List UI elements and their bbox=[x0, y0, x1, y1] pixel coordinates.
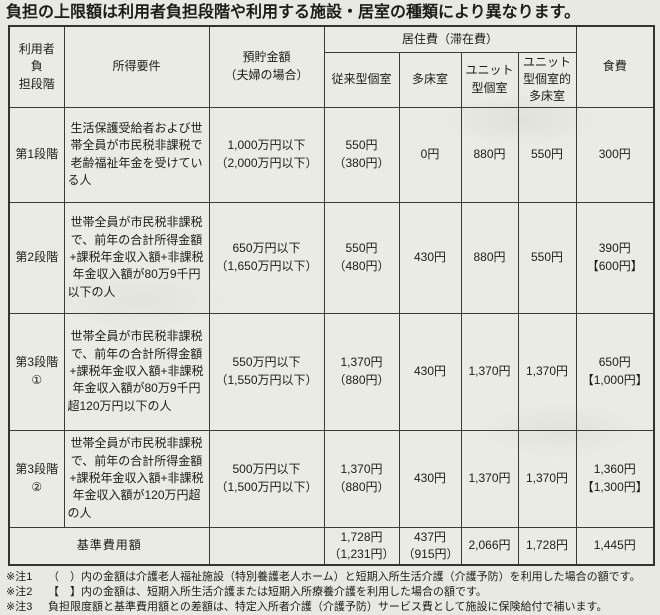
base-savings-empty-cell bbox=[208, 526, 325, 566]
stage-cell: 第3段階 ① bbox=[8, 312, 65, 431]
room-multi-cell: 430円 bbox=[398, 312, 462, 431]
income-cell: 生活保護受給者および世帯全員が市民税非課税で老齢福祉年金を受けている人 bbox=[63, 106, 210, 203]
footnote-label: ※注1 bbox=[6, 571, 33, 584]
unit-private-cell: 1,370円 bbox=[460, 429, 519, 528]
unit-private-cell: 1,370円 bbox=[460, 312, 519, 431]
room-conventional-cell: 550円 （480円） bbox=[323, 201, 400, 314]
row-stage3-1: 第3段階 ① 世帯全員が市民税非課税で、前年の合計所得金額+課税年金収入額+非課… bbox=[8, 312, 655, 431]
row-base-cost: 基準費用額 1,728円 （1,231円） 437円 （915円） 2,066円… bbox=[8, 526, 655, 566]
room-conventional-cell: 1,370円 （880円） bbox=[323, 429, 400, 528]
row-stage1: 第1段階 生活保護受給者および世帯全員が市民税非課税で老齢福祉年金を受けている人… bbox=[8, 106, 655, 203]
food-cell: 650円 【1,000円】 bbox=[575, 312, 655, 431]
unit-multi-cell: 1,728円 bbox=[517, 526, 577, 566]
food-cell: 300円 bbox=[575, 106, 655, 203]
header-room-unit-private: ユニット 型個室 bbox=[460, 51, 519, 108]
footnote-text: 【 】内の金額は、短期入所生活介護または短期入所療養介護を利用した場合の額です。 bbox=[48, 586, 487, 599]
header-room-unit-multi: ユニット 型個室的 多床室 bbox=[517, 51, 577, 108]
header-savings: 預貯金額 （夫婦の場合） bbox=[208, 25, 325, 108]
footnote-label: ※注3 bbox=[6, 601, 33, 614]
footnote-1: ※注1 （ ）内の金額は介護老人福祉施設（特別養護老人ホーム）と短期入所生活介護… bbox=[6, 570, 660, 585]
unit-private-cell: 880円 bbox=[460, 201, 519, 314]
page-title: 負担の上限額は利用者負担段階や利用する施設・居室の種類により異なります。 bbox=[6, 4, 581, 21]
savings-cell: 650万円以下 （1,650万円以下） bbox=[208, 201, 325, 314]
savings-cell: 1,000万円以下 （2,000万円以下） bbox=[208, 106, 325, 203]
header-income: 所得要件 bbox=[63, 25, 210, 108]
income-cell: 世帯全員が市民税非課税で、前年の合計所得金額+課税年金収入額+非課税年金収入額が… bbox=[63, 312, 210, 431]
footnote-label: ※注2 bbox=[6, 586, 33, 599]
savings-cell: 550万円以下 （1,550万円以下） bbox=[208, 312, 325, 431]
income-cell: 世帯全員が市民税非課税で、前年の合計所得金額+課税年金収入額+非課税年金収入額が… bbox=[63, 201, 210, 314]
income-cell: 世帯全員が市民税非課税で、前年の合計所得金額+課税年金収入額+非課税年金収入額が… bbox=[63, 429, 210, 528]
unit-private-cell: 880円 bbox=[460, 106, 519, 203]
room-conventional-cell: 1,370円 （880円） bbox=[323, 312, 400, 431]
row-stage2: 第2段階 世帯全員が市民税非課税で、前年の合計所得金額+課税年金収入額+非課税年… bbox=[8, 201, 655, 314]
stage-cell: 第3段階 ② bbox=[8, 429, 65, 528]
header-food: 食費 bbox=[575, 25, 655, 108]
header-room-multi: 多床室 bbox=[398, 51, 462, 108]
footnote-text: 負担限度額と基準費用額との差額は、特定入所者介護（介護予防）サービス費として施設… bbox=[48, 601, 608, 614]
unit-private-cell: 2,066円 bbox=[460, 526, 519, 566]
room-multi-cell: 430円 bbox=[398, 429, 462, 528]
header-stage: 利用者負 担段階 bbox=[8, 25, 65, 108]
header-residence-group: 居住費（滞在費） bbox=[323, 25, 577, 53]
footnotes: ※注1 （ ）内の金額は介護老人福祉施設（特別養護老人ホーム）と短期入所生活介護… bbox=[6, 570, 660, 615]
food-cell: 1,445円 bbox=[575, 526, 655, 566]
savings-cell: 500万円以下 （1,500万円以下） bbox=[208, 429, 325, 528]
unit-multi-cell: 550円 bbox=[517, 106, 577, 203]
room-multi-cell: 0円 bbox=[398, 106, 462, 203]
room-multi-cell: 430円 bbox=[398, 201, 462, 314]
room-conventional-cell: 550円 （380円） bbox=[323, 106, 400, 203]
header-room-conventional: 従来型個室 bbox=[323, 51, 400, 108]
burden-limit-table: 利用者負 担段階 所得要件 預貯金額 （夫婦の場合） 居住費（滞在費） 食費 従… bbox=[8, 25, 656, 567]
base-label-cell: 基準費用額 bbox=[8, 526, 210, 566]
room-conventional-cell: 1,728円 （1,231円） bbox=[323, 526, 400, 566]
stage-cell: 第1段階 bbox=[8, 106, 65, 203]
food-cell: 1,360円 【1,300円】 bbox=[575, 429, 655, 528]
header-row-group: 利用者負 担段階 所得要件 預貯金額 （夫婦の場合） 居住費（滞在費） 食費 bbox=[8, 25, 655, 108]
footnote-text: （ ）内の金額は介護老人福祉施設（特別養護老人ホーム）と短期入所生活介護（介護予… bbox=[48, 571, 641, 584]
unit-multi-cell: 1,370円 bbox=[517, 312, 577, 431]
food-cell: 390円 【600円】 bbox=[575, 201, 655, 314]
row-stage3-2: 第3段階 ② 世帯全員が市民税非課税で、前年の合計所得金額+課税年金収入額+非課… bbox=[8, 429, 655, 528]
footnote-2: ※注2 【 】内の金額は、短期入所生活介護または短期入所療養介護を利用した場合の… bbox=[6, 585, 660, 600]
room-multi-cell: 437円 （915円） bbox=[398, 526, 462, 566]
stage-cell: 第2段階 bbox=[8, 201, 65, 314]
unit-multi-cell: 550円 bbox=[517, 201, 577, 314]
header-row-rooms: 従来型個室 多床室 ユニット 型個室 ユニット 型個室的 多床室 bbox=[9, 51, 654, 108]
unit-multi-cell: 1,370円 bbox=[517, 429, 577, 528]
footnote-3: ※注3 負担限度額と基準費用額との差額は、特定入所者介護（介護予防）サービス費と… bbox=[6, 600, 660, 615]
